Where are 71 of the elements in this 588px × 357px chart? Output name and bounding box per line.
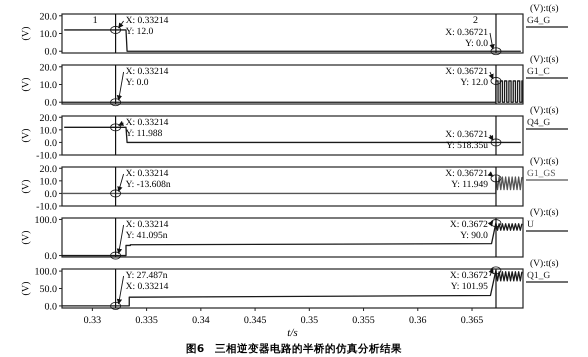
y-tick-label: 50.0 bbox=[40, 284, 57, 295]
y-axis-title: (V) bbox=[20, 78, 32, 92]
series-label: Q1_G bbox=[527, 271, 550, 281]
legend-title: (V):t(s) bbox=[530, 208, 558, 218]
series-label: U bbox=[527, 220, 534, 230]
y-tick-label: 20.0 bbox=[40, 112, 57, 124]
annotation: Y: 11.949 bbox=[451, 180, 488, 190]
annotation: X: 0.36721 bbox=[445, 169, 488, 179]
x-tick-label: 0.35 bbox=[300, 315, 318, 326]
x-tick-label: 0.34 bbox=[192, 315, 210, 326]
x-tick-label: 0.36 bbox=[409, 315, 427, 326]
y-axis-title: (V) bbox=[20, 26, 32, 40]
y-axis-title: (V) bbox=[20, 128, 32, 142]
annotation: Y: 12.0 bbox=[460, 78, 488, 88]
y-tick-label: -10.0 bbox=[36, 150, 57, 162]
y-tick-label: 10.0 bbox=[40, 29, 57, 40]
legend-title: (V):t(s) bbox=[530, 157, 558, 167]
y-tick-label: 0.0 bbox=[44, 98, 57, 109]
y-tick-label: 0.0 bbox=[44, 301, 57, 312]
annotation: Y: -13.608n bbox=[126, 180, 171, 190]
series-label: Q4_G bbox=[527, 118, 550, 128]
annotation: 1 bbox=[92, 15, 98, 26]
annotation: Y: 90.0 bbox=[460, 231, 488, 241]
y-tick-label: 10.0 bbox=[40, 176, 57, 188]
y-tick-label: 0.0 bbox=[44, 46, 57, 58]
y-tick-label: 10.0 bbox=[40, 80, 57, 91]
annotation: X: 0.33214 bbox=[126, 16, 169, 26]
series-label: G1_GS bbox=[527, 169, 556, 179]
y-tick-label: 20.0 bbox=[40, 11, 57, 22]
annotation: X: 0.3672 bbox=[450, 271, 488, 281]
annotation: Y: 27.487n bbox=[126, 271, 168, 281]
y-tick-label: 10.0 bbox=[40, 125, 57, 136]
y-tick-label: 20.0 bbox=[40, 62, 57, 74]
annotation: X: 0.36721 bbox=[445, 28, 488, 38]
annotation: Y: 0.0 bbox=[465, 39, 488, 49]
x-tick-label: 0.335 bbox=[135, 315, 158, 326]
annotation: Y: 0.0 bbox=[126, 78, 149, 88]
caption: 图6 三相逆变器电路的半桥的仿真分析结果 bbox=[186, 342, 404, 355]
annotation: X: 0.33214 bbox=[126, 118, 169, 128]
y-tick-label: 100.0 bbox=[34, 266, 57, 278]
x-tick-label: 0.345 bbox=[244, 315, 266, 326]
annotation: 2 bbox=[472, 15, 478, 26]
y-tick-label: 0.0 bbox=[44, 251, 57, 262]
y-tick-label: 0.0 bbox=[44, 188, 57, 200]
x-axis-title: t/s bbox=[287, 327, 298, 339]
y-axis-title: (V) bbox=[20, 230, 32, 244]
y-tick-label: -10.0 bbox=[36, 202, 57, 212]
annotation: X: 0.33214 bbox=[126, 67, 169, 77]
legend-title: (V):t(s) bbox=[530, 4, 558, 14]
y-tick-label: 0.0 bbox=[44, 138, 57, 149]
x-tick-label: 0.355 bbox=[352, 315, 375, 326]
annotation: X: 0.33214 bbox=[126, 169, 169, 179]
annotation: Y: 41.095n bbox=[126, 231, 168, 241]
legend-title: (V):t(s) bbox=[530, 259, 558, 269]
annotation: Y: 101.95 bbox=[450, 282, 488, 292]
x-tick-label: 0.33 bbox=[84, 315, 102, 326]
y-axis-title: (V) bbox=[20, 282, 32, 296]
legend-title: (V):t(s) bbox=[530, 55, 558, 65]
annotation: X: 0.33214 bbox=[126, 282, 169, 292]
text: G4_G bbox=[527, 16, 550, 26]
annotation: X: 0.33214 bbox=[126, 220, 169, 230]
annotation: X: 0.3672 bbox=[450, 220, 488, 230]
annotation: Y: 518.35u bbox=[446, 141, 488, 151]
y-tick-label: 100.0 bbox=[34, 214, 57, 226]
x-tick-label: 0.365 bbox=[460, 315, 484, 326]
annotation: X: 0.36721 bbox=[445, 67, 488, 77]
annotation: X: 0.36721 bbox=[445, 130, 488, 140]
legend-title: (V):t(s) bbox=[530, 106, 558, 116]
y-axis-title: (V) bbox=[20, 180, 32, 194]
series-label: G1_C bbox=[527, 67, 550, 77]
y-tick-label: 20.0 bbox=[40, 164, 57, 175]
